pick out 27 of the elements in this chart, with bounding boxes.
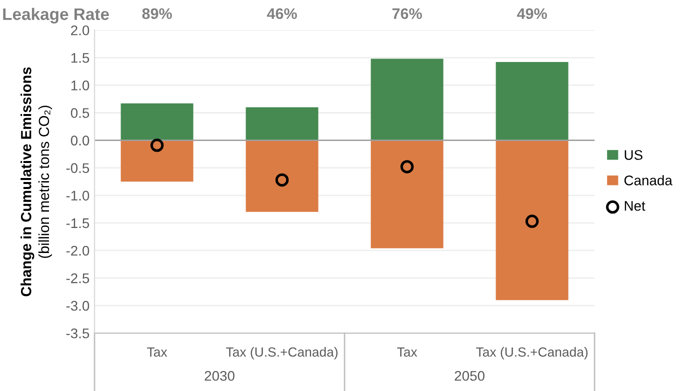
legend-label: Canada [624,175,672,186]
y-tick-label: -3.5 [66,328,90,338]
legend-label: Net [624,201,646,211]
y-tick-label: -2.5 [66,273,90,284]
legend-label: US [624,150,642,160]
x-tick-label: Tax (U.S.+Canada) [476,347,588,360]
y-tick-label: 2.0 [71,25,90,36]
y-axis-title: Change in Cumulative Emissions (billion metric tons CO₂) [20,67,52,296]
text: 46% [266,8,297,20]
y-tick-label: 1.0 [71,80,90,90]
y-tick-label: -0.5 [66,163,90,174]
x-tick-label: Tax [147,348,168,357]
y-tick-label: -1.5 [66,218,90,228]
text: 76% [392,8,422,20]
y-tick-label: 0.5 [70,108,90,118]
x-tick-label: Tax (U.S.+Canada) [226,347,338,360]
x-tick-label: Tax [397,348,418,357]
y-tick-label: -1.0 [66,190,90,201]
text: 2030 [204,370,234,381]
y-tick-label: 1.5 [71,53,90,63]
y-tick-label: -3.0 [66,300,90,311]
y-tick-label: 0.0 [70,136,90,146]
text: 49% [517,8,547,20]
text: 2050 [454,370,484,381]
text: 89% [142,8,172,20]
y-tick-label: -2.0 [66,246,90,256]
text: Leakage Rate [3,8,109,24]
